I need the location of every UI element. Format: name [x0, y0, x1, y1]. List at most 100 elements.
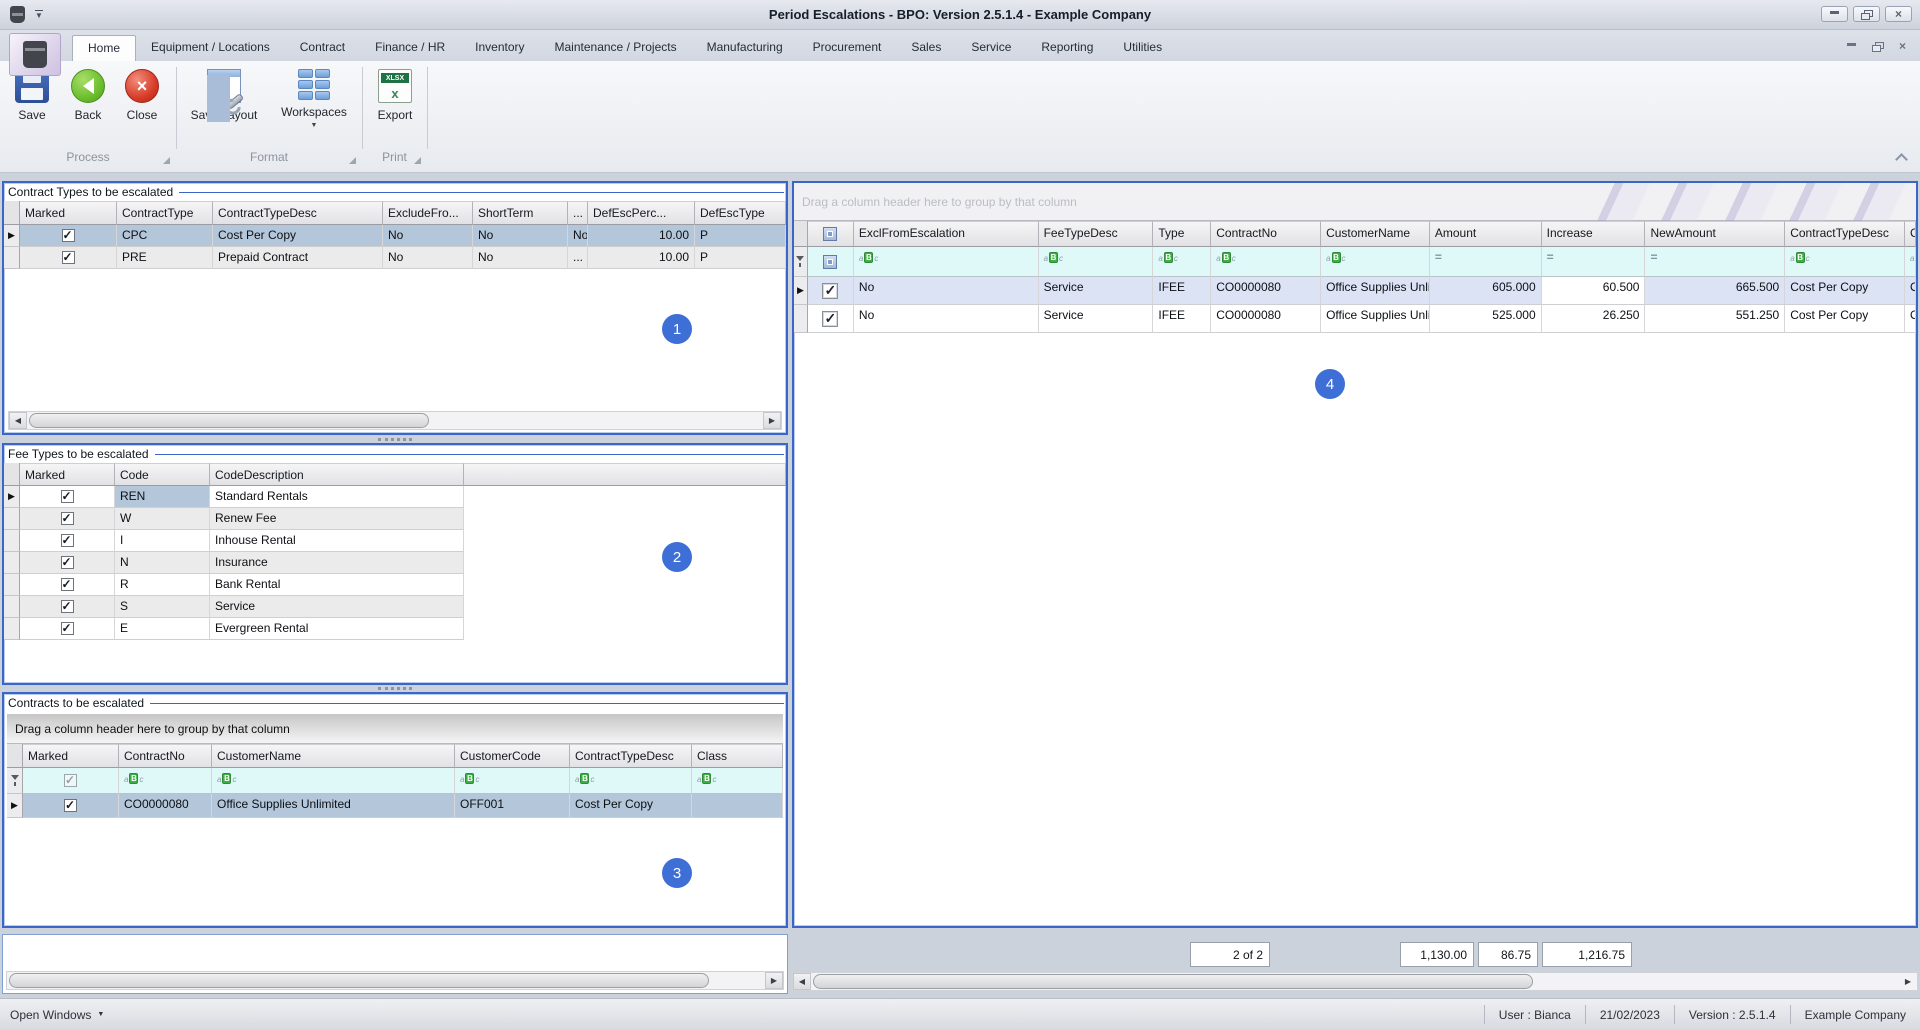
tab-service[interactable]: Service	[971, 40, 1012, 54]
cell-exclfromescalation[interactable]: No	[853, 277, 1039, 305]
fee-type-row[interactable]: ▶ REN Standard Rentals	[4, 486, 464, 508]
cell-code[interactable]: I	[115, 530, 210, 552]
tab-inventory[interactable]: Inventory	[475, 40, 525, 54]
fee-type-row[interactable]: E Evergreen Rental	[4, 618, 464, 640]
col-shortterm[interactable]: ShortTerm	[473, 201, 568, 225]
marked-checkbox[interactable]	[60, 577, 74, 591]
col-customercode[interactable]: CustomerCode	[1905, 221, 1916, 247]
col-type[interactable]: Type	[1153, 221, 1212, 247]
open-windows-button[interactable]: Open Windows ▼	[10, 1007, 105, 1022]
marked-checkbox[interactable]	[61, 228, 75, 242]
print-dialog-launcher-icon[interactable]	[414, 157, 421, 164]
cell-codedescription[interactable]: Bank Rental	[210, 574, 464, 596]
tab-reporting[interactable]: Reporting	[1041, 40, 1094, 54]
cell-contracttypedesc[interactable]: Prepaid Contract	[213, 247, 383, 269]
cell-codedescription[interactable]: Inhouse Rental	[210, 530, 464, 552]
fee-type-row[interactable]: R Bank Rental	[4, 574, 464, 596]
cell-customername[interactable]: Office Supplies Unlimited	[212, 794, 455, 818]
application-menu-button[interactable]	[9, 33, 61, 76]
col-contractno[interactable]: ContractNo	[119, 744, 212, 768]
escalations-hscrollbar[interactable]: ◀ ▶	[792, 972, 1918, 991]
cell-extra[interactable]: ...	[568, 247, 588, 269]
process-dialog-launcher-icon[interactable]	[163, 157, 170, 164]
col-exclfromescalation[interactable]: ExclFromEscalation	[853, 221, 1039, 247]
escalation-row[interactable]: ▶ No Service IFEE CO0000080 Office Suppl…	[794, 277, 1916, 305]
col-class[interactable]: Class	[692, 744, 783, 768]
cell-customername[interactable]: Office Supplies Unli...	[1321, 277, 1430, 305]
cell-type[interactable]: IFEE	[1153, 305, 1212, 333]
col-customername[interactable]: CustomerName	[1321, 221, 1430, 247]
cell-shortterm[interactable]: No	[473, 225, 568, 247]
col-amount[interactable]: Amount	[1429, 221, 1542, 247]
select-all-icon[interactable]	[823, 227, 838, 241]
tab-manufacturing[interactable]: Manufacturing	[706, 40, 783, 54]
col-excludefrom[interactable]: ExcludeFro...	[383, 201, 473, 225]
cell-defesctype[interactable]: P	[695, 247, 786, 269]
format-dialog-launcher-icon[interactable]	[349, 157, 356, 164]
cell-class[interactable]	[692, 794, 783, 818]
col-defesctype[interactable]: DefEscType	[695, 201, 786, 225]
scroll-thumb[interactable]	[9, 973, 709, 988]
scroll-right-icon[interactable]: ▶	[765, 972, 783, 989]
col-defescperc[interactable]: DefEscPerc...	[588, 201, 695, 225]
collapse-ribbon-icon[interactable]	[1895, 153, 1908, 166]
cell-newamount[interactable]: 665.500	[1645, 277, 1786, 305]
cell-contractno[interactable]: CO0000080	[1211, 305, 1322, 333]
marked-checkbox[interactable]	[60, 599, 74, 613]
mdi-close-icon[interactable]: ×	[1898, 39, 1906, 53]
col-feetypedesc[interactable]: FeeTypeDesc	[1038, 221, 1154, 247]
include-checkbox[interactable]	[822, 282, 839, 299]
cell-codedescription[interactable]: Standard Rentals	[210, 486, 464, 508]
cell-excludefrom[interactable]: No	[383, 247, 473, 269]
contracts-filter-row[interactable]: aBc aBc aBc aBc aBc	[4, 768, 786, 794]
marked-checkbox[interactable]	[61, 250, 75, 264]
cell-customercode[interactable]: OFF001	[1905, 277, 1916, 305]
col-marked[interactable]: Marked	[20, 463, 115, 486]
cell-code[interactable]: REN	[115, 486, 210, 508]
splitter-grip[interactable]	[378, 438, 412, 441]
col-contracttypedesc[interactable]: ContractTypeDesc	[570, 744, 692, 768]
export-button[interactable]: Export	[368, 65, 422, 122]
col-codedescription[interactable]: CodeDescription	[210, 463, 464, 486]
contract-type-row[interactable]: ▶ CPC Cost Per Copy No No No 10.00 P	[4, 225, 786, 247]
tab-procurement[interactable]: Procurement	[812, 40, 882, 54]
cell-newamount[interactable]: 551.250	[1645, 305, 1786, 333]
fee-type-row[interactable]: W Renew Fee	[4, 508, 464, 530]
filter-marked-checkbox[interactable]	[64, 773, 77, 787]
cell-defescperc[interactable]: 10.00	[588, 225, 695, 247]
col-contracttypedesc[interactable]: ContractTypeDesc	[1785, 221, 1905, 247]
cell-defescperc[interactable]: 10.00	[588, 247, 695, 269]
cell-code[interactable]: S	[115, 596, 210, 618]
equals-filter-icon[interactable]: =	[1546, 250, 1554, 264]
tab-utilities[interactable]: Utilities	[1123, 40, 1163, 54]
scroll-left-icon[interactable]: ◀	[9, 412, 27, 429]
col-newamount[interactable]: NewAmount	[1645, 221, 1786, 247]
cell-contracttypedesc[interactable]: Cost Per Copy	[1785, 305, 1905, 333]
marked-checkbox[interactable]	[60, 511, 74, 525]
cell-codedescription[interactable]: Renew Fee	[210, 508, 464, 530]
contract-type-row[interactable]: PRE Prepaid Contract No No ... 10.00 P	[4, 247, 786, 269]
cell-amount[interactable]: 605.000	[1429, 277, 1542, 305]
cell-type[interactable]: IFEE	[1153, 277, 1212, 305]
include-checkbox[interactable]	[822, 310, 839, 327]
scroll-thumb[interactable]	[29, 413, 429, 428]
marked-checkbox[interactable]	[60, 489, 74, 503]
marked-checkbox[interactable]	[60, 555, 74, 569]
cell-customercode[interactable]: OFF001	[455, 794, 570, 818]
contracts-groupby-bar[interactable]: Drag a column header here to group by th…	[7, 714, 783, 744]
fee-type-row[interactable]: N Insurance	[4, 552, 464, 574]
cell-codedescription[interactable]: Evergreen Rental	[210, 618, 464, 640]
cell-codedescription[interactable]: Insurance	[210, 552, 464, 574]
equals-filter-icon[interactable]: =	[1434, 250, 1442, 264]
col-marked[interactable]: Marked	[23, 744, 119, 768]
close-button[interactable]: × Close	[116, 65, 168, 122]
cell-contracttype[interactable]: PRE	[117, 247, 213, 269]
cell-contracttypedesc[interactable]: Cost Per Copy	[213, 225, 383, 247]
